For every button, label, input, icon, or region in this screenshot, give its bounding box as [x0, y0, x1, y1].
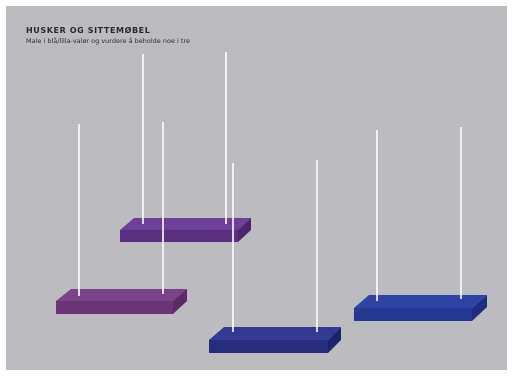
- shelf-top-face: [120, 218, 251, 230]
- hanging-shelf-right-blue: [354, 127, 487, 321]
- shelf-top-face: [209, 327, 341, 340]
- hanging-shelf-upper-purple: [120, 52, 251, 242]
- hanging-shelf-lower-navy: [209, 160, 341, 353]
- shelf-top-face: [56, 289, 187, 301]
- shelf-side-face: [238, 218, 251, 242]
- shelf-top-face: [354, 295, 487, 308]
- artwork-title: HUSKER OG SITTEMØBEL: [26, 26, 151, 35]
- shelf-front-face: [56, 301, 173, 314]
- shelf-front-face: [120, 230, 238, 242]
- shelf-side-face: [173, 289, 187, 314]
- shelf-front-face: [209, 340, 328, 353]
- hanging-shelf-left-magenta: [56, 122, 187, 314]
- hanging-shelves-illustration: [56, 52, 487, 353]
- artwork-panel: HUSKER OG SITTEMØBEL Male i blå/lilla-va…: [6, 6, 507, 370]
- shelf-side-face: [472, 295, 487, 321]
- artwork-subtitle: Male i blå/lilla-valør og vurdere å beho…: [26, 37, 190, 45]
- shelf-front-face: [354, 308, 472, 321]
- shelf-side-face: [328, 327, 341, 353]
